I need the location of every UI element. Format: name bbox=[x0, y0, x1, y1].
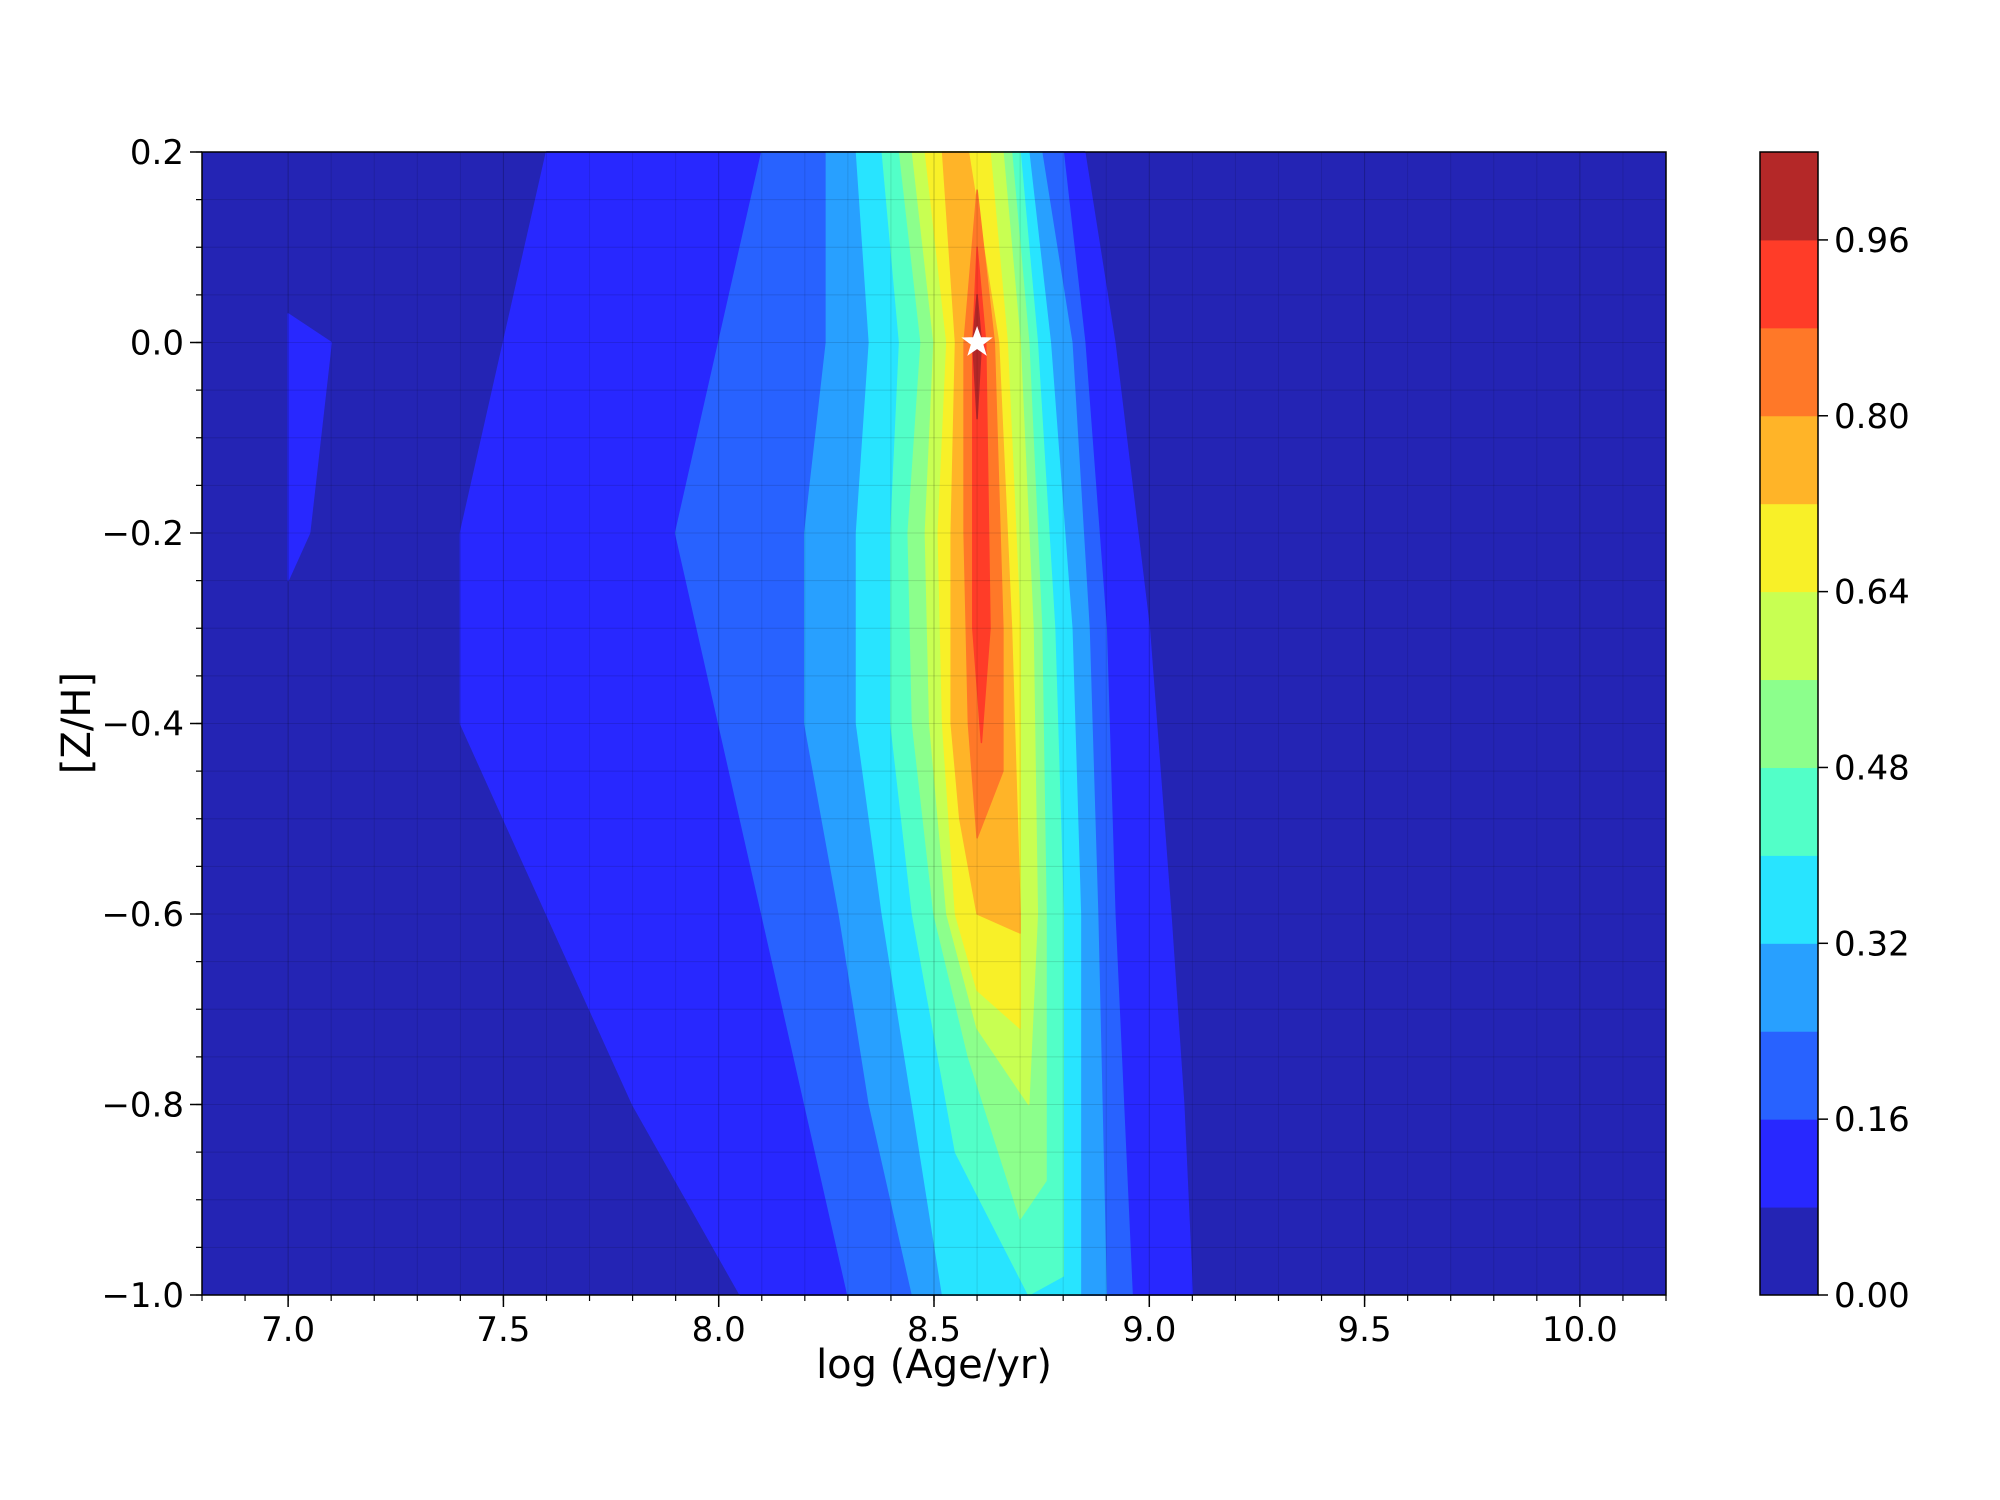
colorbar-band bbox=[1760, 591, 1818, 681]
colorbar-band bbox=[1760, 327, 1818, 417]
y-tick-label: −1.0 bbox=[101, 1276, 184, 1316]
y-tick-label: −0.4 bbox=[101, 705, 184, 745]
y-tick-label: −0.6 bbox=[101, 895, 184, 935]
contour-region-0.96 bbox=[972, 294, 983, 420]
colorbar-tick-label: 0.32 bbox=[1834, 924, 1910, 964]
y-tick-label: 0.2 bbox=[130, 133, 184, 173]
colorbar-tick-label: 0.64 bbox=[1834, 573, 1910, 613]
x-tick-label: 10.0 bbox=[1542, 1310, 1618, 1350]
contour-fills bbox=[287, 151, 1194, 1296]
x-tick-label: 8.5 bbox=[907, 1310, 961, 1350]
colorbar-tick-label: 0.80 bbox=[1834, 397, 1910, 437]
colorbar-band bbox=[1760, 943, 1818, 1032]
x-axis-label: log (Age/yr) bbox=[816, 1342, 1052, 1388]
colorbar-band bbox=[1760, 503, 1818, 593]
x-tick-label: 8.0 bbox=[692, 1310, 746, 1350]
colorbar-band bbox=[1760, 415, 1818, 505]
colorbar-band bbox=[1760, 1207, 1818, 1296]
colorbar-band bbox=[1760, 152, 1818, 241]
y-tick-label: −0.2 bbox=[101, 514, 184, 554]
contour-region-0.08 bbox=[287, 313, 332, 582]
x-tick-label: 7.5 bbox=[476, 1310, 530, 1350]
x-tick-label: 9.5 bbox=[1338, 1310, 1392, 1350]
colorbar-tick-label: 0.96 bbox=[1834, 221, 1910, 261]
y-axis-ticks: 0.2 0.0 −0.2 −0.4 −0.6 −0.8 −1.0 bbox=[101, 133, 202, 1316]
colorbar-band bbox=[1760, 1119, 1818, 1208]
colorbar-tick-label: 0.48 bbox=[1834, 748, 1910, 788]
colorbar-tick-label: 0.00 bbox=[1834, 1276, 1910, 1316]
x-tick-label: 9.0 bbox=[1122, 1310, 1176, 1350]
colorbar-band bbox=[1760, 1031, 1818, 1120]
best-fit-marker bbox=[961, 325, 993, 356]
y-tick-label: −0.8 bbox=[101, 1086, 184, 1126]
y-tick-label: 0.0 bbox=[130, 324, 184, 364]
y-axis-label: [Z/H] bbox=[54, 672, 100, 774]
colorbar-band bbox=[1760, 239, 1818, 329]
colorbar-ticks: 0.00 0.16 0.32 0.48 0.64 0.80 0.96 bbox=[1818, 221, 1910, 1316]
colorbar-tick-label: 0.16 bbox=[1834, 1100, 1910, 1140]
x-tick-label: 7.0 bbox=[261, 1310, 315, 1350]
colorbar-band bbox=[1760, 767, 1818, 856]
grid-lines bbox=[202, 151, 1667, 1296]
x-axis-ticks: 7.0 7.5 8.0 8.5 9.0 9.5 10.0 bbox=[201, 1295, 1667, 1350]
colorbar-band bbox=[1760, 679, 1818, 768]
colorbar-band bbox=[1760, 855, 1818, 944]
colorbar bbox=[1760, 152, 1818, 1296]
star-marker bbox=[961, 325, 993, 356]
colorbar-frame bbox=[1759, 151, 1819, 1296]
